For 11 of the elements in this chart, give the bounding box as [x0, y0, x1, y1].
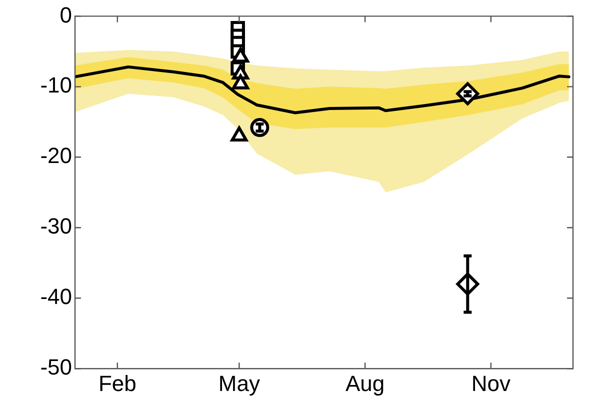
x-tick-label: Aug [345, 370, 385, 396]
x-tick-label: Feb [98, 370, 136, 396]
x-tick-label: Nov [471, 370, 510, 396]
x-tick-label: May [218, 370, 260, 396]
y-tick-label: -50 [40, 354, 72, 380]
y-tick-label: -20 [40, 143, 72, 168]
y-tick-label: -40 [40, 284, 72, 310]
y-tick-label: 0 [60, 2, 72, 28]
y-tick-label: -10 [40, 72, 72, 98]
y-tick-label: -30 [40, 214, 72, 239]
point [250, 118, 270, 138]
